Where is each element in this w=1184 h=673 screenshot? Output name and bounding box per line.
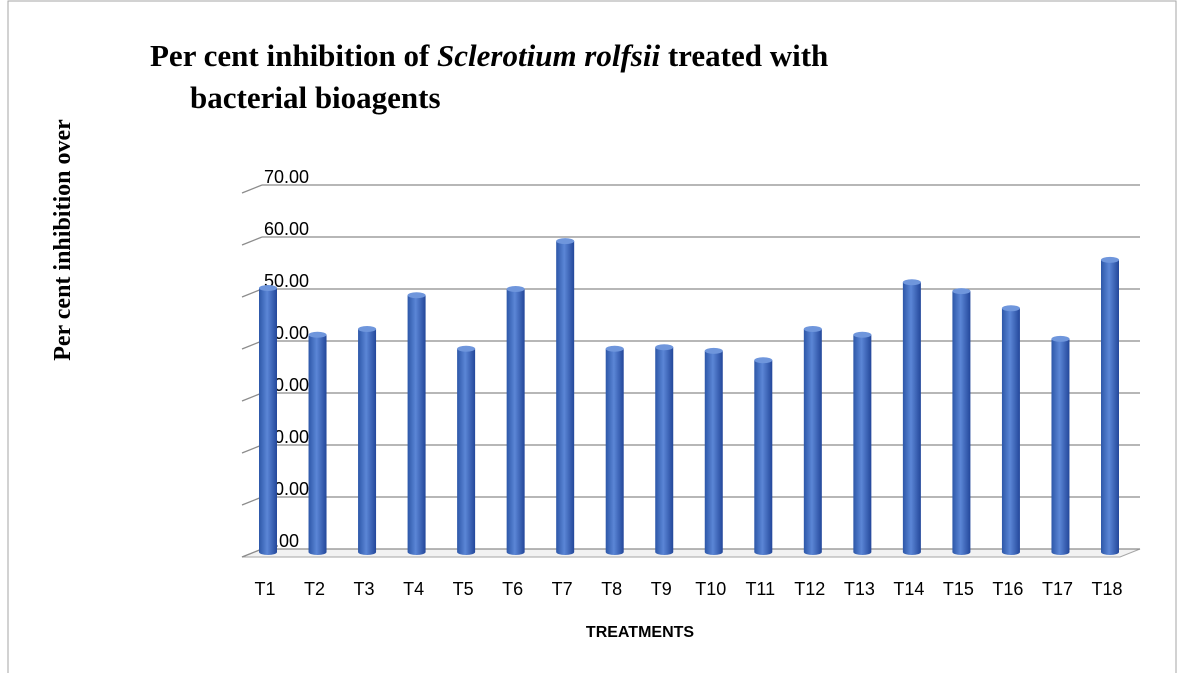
grid-side (241, 444, 263, 454)
bar (259, 284, 277, 555)
title-segment: Per cent inhibition of (150, 38, 437, 73)
title-segment: bacterial bioagents (190, 80, 441, 115)
bar (506, 286, 525, 555)
y-tick-label: 60.00 (264, 219, 309, 239)
bar-body (1101, 259, 1119, 555)
bar-top (902, 279, 921, 286)
bar-top (952, 288, 971, 295)
bar-body (803, 329, 822, 555)
bar-body (407, 295, 426, 555)
x-tick-label: T11 (745, 579, 775, 599)
bar-top (407, 292, 426, 299)
bar-body (308, 334, 327, 555)
grid-side (241, 288, 263, 298)
grid-side (241, 496, 263, 506)
bar (803, 326, 822, 555)
bar-top (853, 331, 872, 338)
bar-top (754, 357, 773, 364)
bar-body (556, 241, 575, 555)
bar-top (605, 345, 624, 352)
bar-top (358, 326, 377, 333)
bar-body (754, 360, 773, 555)
title-segment: Sclerotium rolfsii (437, 38, 660, 73)
x-tick-label: T1 (254, 579, 275, 599)
bar-body (655, 347, 674, 555)
x-tick-label: T6 (502, 579, 523, 599)
bar (308, 331, 327, 555)
title-segment: treated with (660, 38, 828, 73)
bar-top (1051, 335, 1070, 342)
x-tick-label: T5 (453, 579, 474, 599)
x-tick-label: T10 (695, 579, 726, 599)
bar (1101, 256, 1119, 555)
x-tick-label: T18 (1091, 579, 1122, 599)
bar-top (308, 331, 327, 338)
bar (407, 292, 426, 555)
grid-side (241, 548, 263, 558)
bar-top (457, 345, 476, 352)
x-tick-label: T17 (1042, 579, 1073, 599)
y-tick-label: 70.00 (264, 167, 309, 187)
bar-top (704, 347, 723, 354)
bar-top (655, 344, 674, 351)
bar (704, 347, 723, 555)
x-tick-label: T2 (304, 579, 325, 599)
grid-side (241, 392, 263, 402)
x-tick-label: T12 (794, 579, 825, 599)
frame (7, 0, 1177, 673)
y-tick-label: 50.00 (264, 271, 309, 291)
grid-side (241, 236, 263, 246)
title-line: Per cent inhibition of Sclerotium rolfsi… (150, 38, 828, 73)
chart-title: Per cent inhibition of Sclerotium rolfsi… (150, 38, 828, 115)
bar-top (1001, 305, 1020, 312)
bar-body (259, 287, 277, 555)
bar-body (605, 348, 624, 555)
x-tick-label: T8 (601, 579, 622, 599)
x-tick-label: T7 (552, 579, 573, 599)
bar (902, 279, 921, 555)
bar-top (1101, 256, 1119, 263)
bar (605, 345, 624, 555)
bar-top (556, 238, 575, 245)
bar-body (1001, 308, 1020, 555)
y-axis-title: Per cent inhibition over (50, 119, 76, 361)
title-line: bacterial bioagents (190, 80, 441, 115)
bar-body (358, 329, 377, 555)
bar-body (1051, 338, 1070, 555)
x-tick-label: T4 (403, 579, 424, 599)
bar (655, 344, 674, 555)
bar (457, 345, 476, 555)
x-tick-label: T13 (844, 579, 875, 599)
bar (556, 238, 575, 555)
bar (853, 331, 872, 555)
x-tick-label: T15 (943, 579, 974, 599)
bar (1001, 305, 1020, 555)
bar-top (803, 326, 822, 333)
x-tick-label: T16 (992, 579, 1023, 599)
grid-side (241, 184, 263, 194)
bar (358, 326, 377, 555)
grid-side (241, 340, 263, 350)
x-axis-title: TREATMENTS (586, 624, 694, 641)
bar-top (259, 284, 277, 291)
bar-body (704, 350, 723, 555)
bar (1051, 335, 1070, 555)
bar-body (506, 289, 525, 555)
x-tick-label: T9 (651, 579, 672, 599)
bar-body (952, 291, 971, 555)
x-tick-label: T14 (893, 579, 924, 599)
bar (754, 357, 773, 555)
bar-body (902, 282, 921, 555)
bar-body (853, 334, 872, 555)
bar-top (506, 286, 525, 292)
bar (952, 288, 971, 555)
bar-body (457, 348, 476, 555)
x-tick-label: T3 (354, 579, 375, 599)
